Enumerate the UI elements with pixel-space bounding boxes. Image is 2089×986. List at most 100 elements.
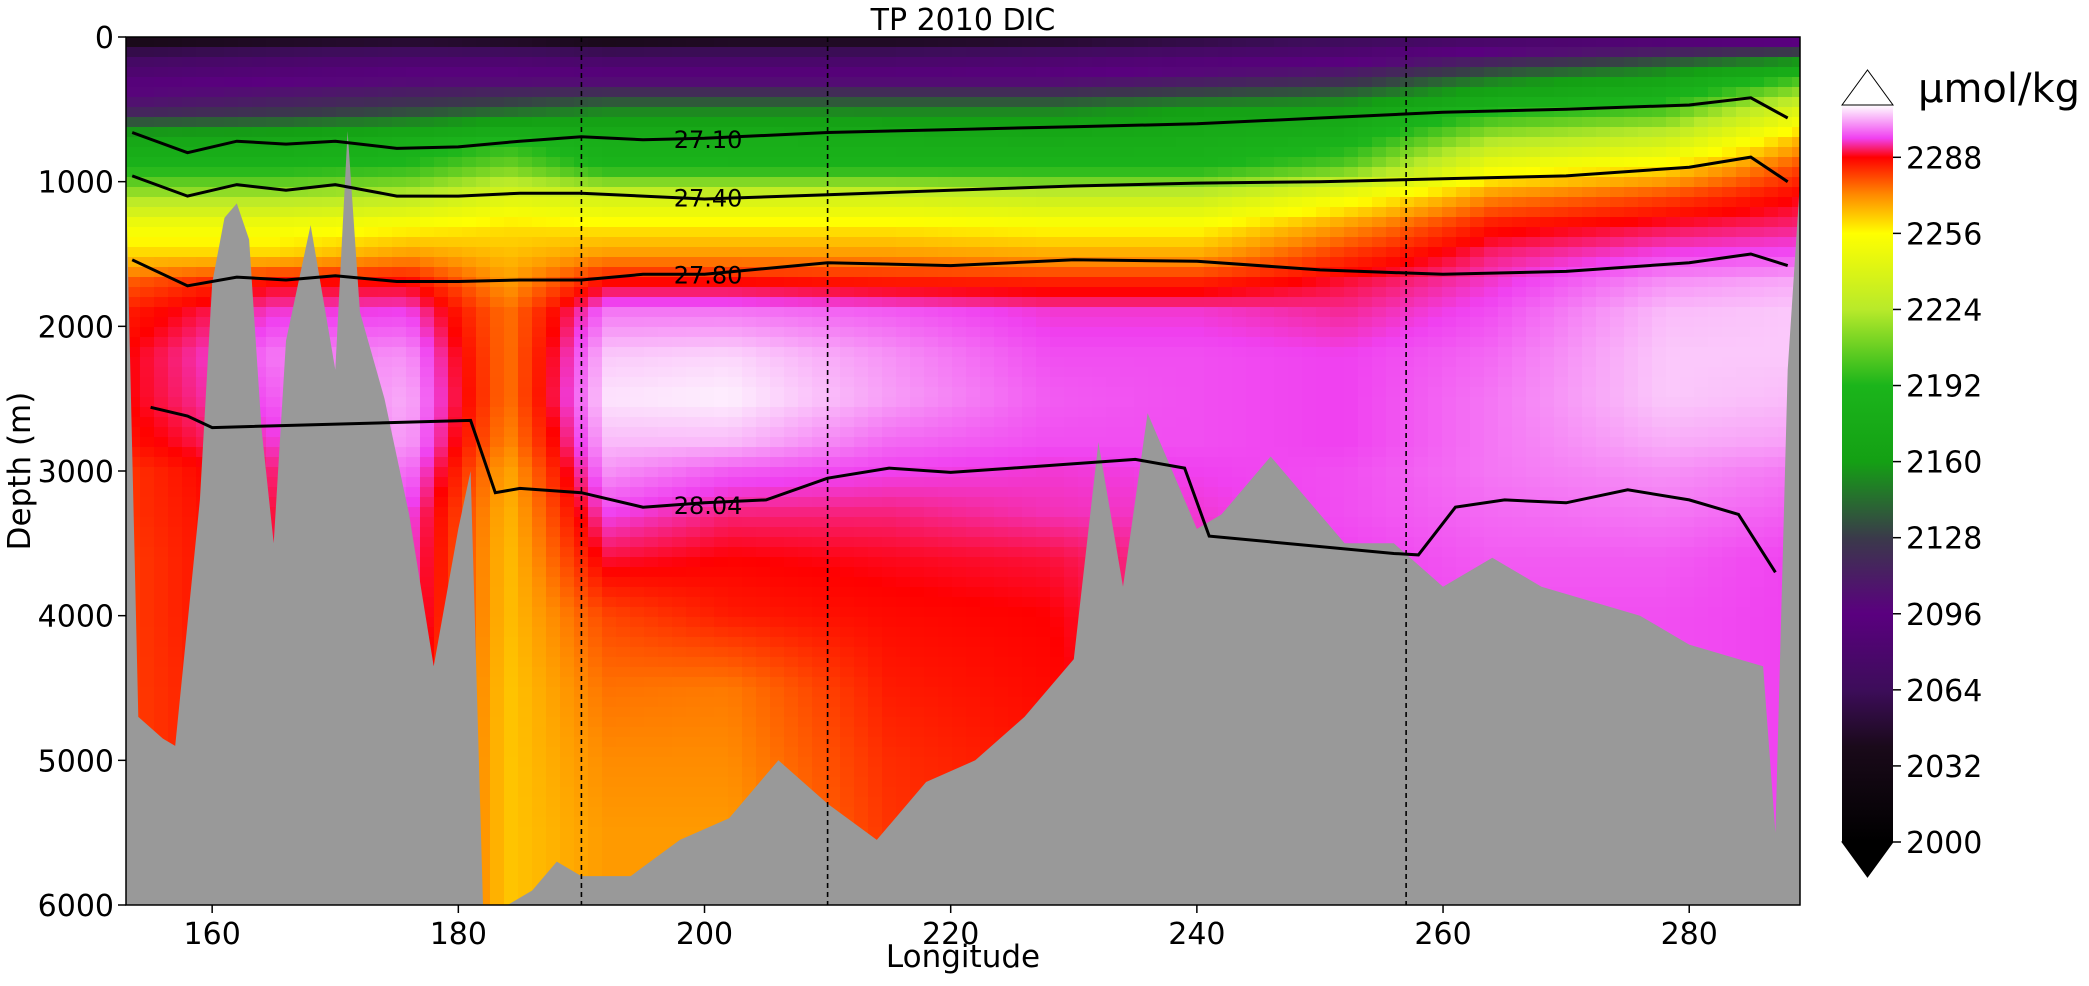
field-cell <box>714 657 729 668</box>
field-cell <box>168 697 183 708</box>
field-cell <box>602 147 617 158</box>
field-cell <box>672 827 687 838</box>
field-cell <box>770 467 785 478</box>
field-cell <box>364 297 379 308</box>
field-cell <box>154 647 169 658</box>
field-cell <box>882 717 897 728</box>
field-cell <box>798 757 813 768</box>
field-cell <box>294 167 309 178</box>
field-cell <box>924 207 939 218</box>
field-cell <box>700 717 715 728</box>
field-cell <box>616 257 631 268</box>
field-cell <box>560 37 575 48</box>
field-cell <box>672 777 687 788</box>
field-cell <box>154 717 169 728</box>
field-cell <box>910 127 925 138</box>
field-cell <box>462 87 477 98</box>
field-cell <box>658 297 673 308</box>
field-cell <box>868 607 883 618</box>
field-cell <box>140 307 155 318</box>
field-cell <box>546 217 561 228</box>
field-cell <box>392 67 407 78</box>
field-cell <box>826 637 841 648</box>
field-cell <box>644 707 659 718</box>
field-cell <box>378 207 393 218</box>
field-cell <box>140 507 155 518</box>
field-cell <box>518 597 533 608</box>
field-cell <box>672 577 687 588</box>
field-cell <box>896 707 911 718</box>
field-cell <box>770 647 785 658</box>
field-cell <box>770 367 785 378</box>
field-cell <box>560 67 575 78</box>
field-cell <box>700 787 715 798</box>
field-cell <box>546 507 561 518</box>
field-cell <box>476 37 491 48</box>
field-cell <box>812 637 827 648</box>
field-cell <box>154 537 169 548</box>
field-cell <box>798 87 813 98</box>
field-cell <box>644 87 659 98</box>
field-cell <box>854 657 869 668</box>
field-cell <box>686 747 701 758</box>
field-cell <box>826 347 841 358</box>
field-cell <box>840 627 855 638</box>
field-cell <box>798 107 813 118</box>
field-cell <box>868 827 883 838</box>
field-cell <box>602 757 617 768</box>
field-cell <box>910 257 925 268</box>
field-cell <box>448 457 463 468</box>
field-cell <box>686 367 701 378</box>
field-cell <box>602 777 617 788</box>
field-cell <box>126 427 141 438</box>
field-cell <box>392 257 407 268</box>
field-cell <box>168 647 183 658</box>
field-cell <box>462 37 477 48</box>
field-cell <box>784 577 799 588</box>
field-cell <box>630 687 645 698</box>
field-cell <box>630 227 645 238</box>
field-cell <box>490 597 505 608</box>
field-cell <box>126 397 141 408</box>
field-cell <box>714 807 729 818</box>
field-cell <box>420 607 435 618</box>
field-cell <box>770 427 785 438</box>
field-cell <box>882 397 897 408</box>
field-cell <box>672 107 687 118</box>
field-cell <box>532 737 547 748</box>
field-cell <box>686 607 701 618</box>
field-cell <box>924 97 939 108</box>
field-cell <box>630 537 645 548</box>
field-cell <box>644 537 659 548</box>
field-cell <box>714 397 729 408</box>
field-cell <box>588 837 603 848</box>
field-cell <box>532 347 547 358</box>
field-cell <box>812 347 827 358</box>
field-cell <box>476 257 491 268</box>
field-cell <box>826 447 841 458</box>
field-cell <box>490 177 505 188</box>
field-cell <box>812 377 827 388</box>
field-cell <box>490 517 505 528</box>
field-cell <box>560 837 575 848</box>
field-cell <box>196 217 211 228</box>
field-cell <box>826 37 841 48</box>
field-cell <box>658 337 673 348</box>
field-cell <box>826 667 841 678</box>
field-cell <box>504 217 519 228</box>
field-cell <box>784 567 799 578</box>
field-cell <box>686 347 701 358</box>
field-cell <box>868 747 883 758</box>
field-cell <box>350 187 365 198</box>
field-cell <box>756 667 771 678</box>
field-cell <box>504 597 519 608</box>
field-cell <box>532 127 547 138</box>
field-cell <box>280 157 295 168</box>
field-cell <box>196 127 211 138</box>
field-cell <box>560 277 575 288</box>
field-cell <box>588 717 603 728</box>
field-cell <box>700 237 715 248</box>
field-cell <box>826 337 841 348</box>
field-cell <box>126 197 141 208</box>
